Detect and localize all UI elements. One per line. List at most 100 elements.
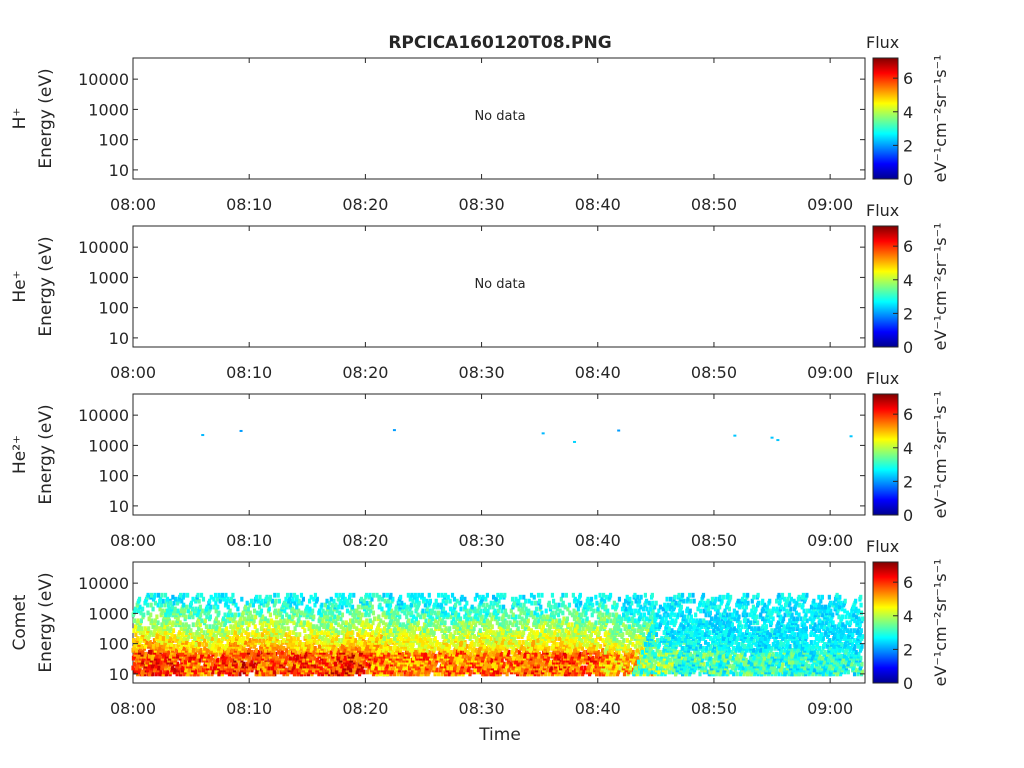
flux-cell: [641, 616, 645, 622]
flux-cell: [332, 598, 336, 604]
flux-cell: [531, 657, 536, 663]
flux-cell: [503, 592, 507, 598]
flux-cell: [136, 636, 140, 641]
flux-cell: [279, 643, 283, 649]
flux-cell: [405, 671, 409, 677]
flux-cell: [291, 596, 295, 602]
flux-cell: [496, 608, 501, 614]
flux-cell: [318, 608, 322, 614]
flux-cell: [243, 640, 248, 645]
flux-cell: [628, 640, 632, 645]
flux-cell: [283, 626, 287, 632]
flux-cell: [454, 636, 458, 641]
flux-cell: [278, 628, 282, 634]
flux-cell: [585, 634, 589, 639]
flux-cell: [232, 598, 236, 604]
flux-cell: [633, 592, 637, 598]
flux-cell: [336, 642, 340, 647]
flux-cell: [413, 602, 417, 608]
flux-cell: [485, 645, 489, 651]
flux-cell: [391, 665, 395, 671]
flux-cell: [170, 665, 175, 671]
colorbar-scale: [872, 225, 899, 348]
flux-cell: [193, 636, 197, 641]
x-tick-label: 08:10: [226, 195, 272, 214]
flux-cell: [180, 632, 184, 637]
flux-cell: [650, 592, 654, 598]
flux-cell: [348, 624, 353, 630]
flux-cell: [453, 602, 458, 608]
flux-cell: [557, 602, 561, 608]
flux-cell: [191, 596, 195, 602]
flux-cell: [507, 649, 511, 655]
flux-cell: [147, 616, 151, 622]
flux-cell: [171, 594, 175, 600]
flux-cell: [341, 592, 345, 598]
flux-cell: [438, 616, 442, 622]
flux-cell: [131, 665, 135, 671]
flux-cell: [287, 596, 292, 602]
flux-cell: [156, 602, 160, 608]
flux-cell: [289, 636, 293, 641]
x-tick-label: 08:50: [691, 363, 737, 382]
flux-cell: [273, 592, 277, 598]
flux-cell: [261, 614, 265, 620]
flux-cell: [429, 628, 434, 634]
flux-cell: [445, 598, 449, 604]
flux-cell: [148, 640, 152, 645]
flux-cell: [277, 598, 281, 604]
flux-cell: [292, 655, 296, 661]
flux-cell: [594, 638, 598, 643]
flux-cell: [492, 642, 497, 647]
flux-cell: [485, 602, 489, 608]
flux-cell: [161, 636, 165, 641]
flux-cell: [327, 638, 331, 643]
flux-cell: [634, 598, 638, 604]
flux-cell: [509, 608, 513, 614]
flux-cell: [650, 669, 654, 675]
flux-cell: [548, 624, 552, 630]
flux-cell: [404, 624, 408, 630]
y-tick-label: 100: [98, 299, 129, 318]
flux-cell: [617, 596, 622, 602]
flux-cell: [141, 606, 145, 612]
flux-cell: [377, 614, 381, 620]
flux-cell: [522, 602, 526, 608]
flux-cell: [345, 608, 350, 614]
flux-cell: [636, 669, 640, 675]
flux-cell: [146, 610, 150, 616]
flux-cell: [254, 614, 258, 620]
flux-cell: [518, 640, 522, 645]
flux-cell: [149, 630, 153, 636]
flux-cell: [605, 643, 610, 649]
flux-cell: [416, 669, 421, 675]
flux-cell: [594, 620, 598, 626]
flux-cell: [559, 632, 563, 637]
flux-cell: [179, 636, 183, 641]
flux-cell: [297, 608, 301, 614]
flux-cell: [657, 661, 661, 667]
flux-cell: [481, 669, 486, 675]
flux-cell: [350, 630, 354, 636]
flux-cell: [281, 638, 286, 643]
flux-cell: [266, 618, 270, 624]
burst: [330, 592, 395, 677]
flux-cell: [139, 610, 143, 616]
flux-cell: [307, 643, 311, 649]
flux-cell: [527, 642, 531, 647]
flux-cell: [176, 616, 180, 622]
flux-cell: [550, 610, 554, 616]
flux-cell: [198, 657, 202, 663]
flux-cell: [564, 628, 568, 634]
flux-cell: [650, 661, 654, 667]
plot-area: [132, 393, 866, 516]
flux-cell: [194, 642, 198, 647]
flux-cell: [406, 645, 410, 651]
flux-cell: [633, 643, 638, 649]
flux-cell: [511, 612, 515, 618]
flux-cell: [313, 663, 317, 669]
data-point: [573, 440, 577, 443]
flux-cell: [604, 594, 608, 600]
flux-cell: [299, 620, 303, 626]
flux-cell: [284, 647, 289, 653]
